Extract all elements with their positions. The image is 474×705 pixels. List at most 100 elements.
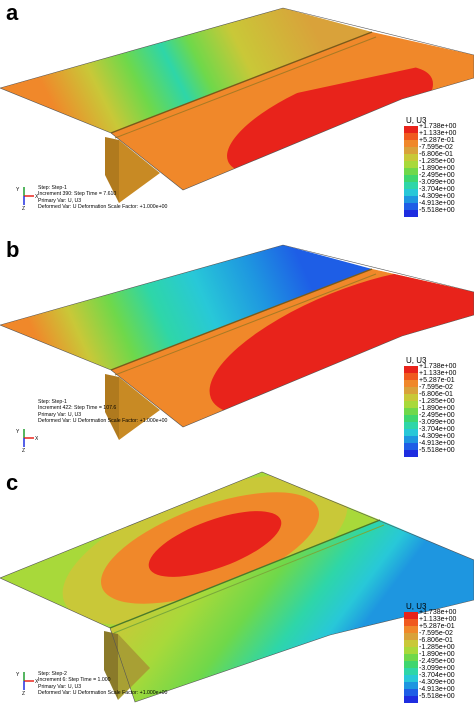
legend-value: -4.309e+00 — [419, 679, 455, 686]
legend-swatch — [404, 647, 418, 654]
legend-row: -3.099e+00 — [404, 179, 474, 189]
legend-value: -3.704e+00 — [419, 672, 455, 679]
legend-swatch — [404, 154, 418, 161]
legend-row: -1.285e+00 — [404, 158, 474, 168]
stiffener-web — [105, 137, 119, 203]
legend-swatch — [404, 415, 418, 422]
legend-swatch — [404, 633, 418, 640]
legend-row: -1.285e+00 — [404, 644, 474, 654]
legend-value: -1.285e+00 — [419, 644, 455, 651]
legend-row: -2.495e+00 — [404, 658, 474, 668]
axis-y-label: Y — [16, 429, 20, 435]
legend-value: -4.913e+00 — [419, 440, 455, 447]
legend-swatch — [404, 661, 418, 668]
increment-line: Increment 390: Step Time = 7.610 — [38, 191, 117, 198]
legend-value: -1.285e+00 — [419, 158, 455, 165]
legend-swatch — [404, 654, 418, 661]
max-displacement-region — [148, 511, 282, 577]
legend-value: -3.099e+00 — [419, 665, 455, 672]
legend-value: -5.518e+00 — [419, 447, 455, 454]
legend-row: +5.287e-01 — [404, 137, 474, 147]
legend-swatch — [404, 689, 418, 696]
legend-title: U, U3 — [406, 602, 427, 611]
legend-row: -1.890e+00 — [404, 651, 474, 661]
plate-left-half — [0, 8, 372, 133]
legend-value: -4.309e+00 — [419, 193, 455, 200]
legend-value: -1.890e+00 — [419, 651, 455, 658]
legend-swatch — [404, 175, 418, 182]
legend-row: -4.913e+00 — [404, 200, 474, 210]
legend-value: +1.738e+00 — [419, 609, 457, 616]
legend-row: +5.287e-01 — [404, 377, 474, 387]
legend-value: -6.806e-01 — [419, 391, 453, 398]
legend-row: -3.099e+00 — [404, 419, 474, 429]
legend-value: +1.738e+00 — [419, 123, 457, 130]
axis-y-label: Y — [16, 187, 20, 193]
legend-swatch — [404, 668, 418, 675]
primary-var-line: Primary Var: U, U3 — [38, 197, 82, 204]
legend-row: -6.806e-01 — [404, 391, 474, 401]
legend-row: -3.704e+00 — [404, 672, 474, 682]
legend-row: -1.890e+00 — [404, 165, 474, 175]
legend-row: -7.595e-02 — [404, 384, 474, 394]
legend-value: -3.704e+00 — [419, 426, 455, 433]
legend-value: +1.738e+00 — [419, 363, 457, 370]
legend-swatch — [404, 626, 418, 633]
legend-swatch — [404, 380, 418, 387]
legend-swatch — [404, 210, 418, 217]
legend-swatch — [404, 443, 418, 450]
legend-row: +1.133e+00 — [404, 130, 474, 140]
legend-value: -2.495e+00 — [419, 658, 455, 665]
legend-row: -5.518e+00 — [404, 207, 474, 217]
step-info: Step: Step-2 Increment 6: Step Time = 1.… — [38, 671, 167, 696]
plate-left-half — [0, 245, 372, 370]
legend-swatch — [404, 203, 418, 210]
legend-row: -2.495e+00 — [404, 412, 474, 422]
contour-plot-c — [0, 471, 474, 703]
max-displacement-region — [227, 65, 433, 175]
legend-swatch — [404, 422, 418, 429]
legend-swatch — [404, 612, 418, 619]
plate-right-half — [110, 520, 474, 702]
legend-body: +1.738e+00 +1.133e+00 +5.287e-01 -7.595e-02… — [404, 363, 474, 457]
axis-y-label: Y — [16, 672, 20, 678]
axis-x-label: X — [35, 194, 38, 200]
legend-value: -4.913e+00 — [419, 686, 455, 693]
stiffener-web — [104, 631, 118, 700]
axis-triad: Y X Z — [16, 185, 39, 216]
step-info: Step: Step-1 Increment 390: Step Time = … — [38, 185, 167, 210]
legend-row: -4.309e+00 — [404, 193, 474, 203]
legend-row: -6.806e-01 — [404, 637, 474, 647]
legend-row: +1.738e+00 — [404, 363, 474, 373]
step-line: Step: Step-2 — [38, 671, 67, 677]
axis-z-label: Z — [22, 448, 25, 453]
legend-row: -7.595e-02 — [404, 630, 474, 640]
contour-plot-b — [0, 244, 474, 440]
legend-swatch — [404, 147, 418, 154]
legend-row: +1.133e+00 — [404, 616, 474, 626]
legend-value: +1.133e+00 — [419, 616, 457, 623]
legend-value: -3.099e+00 — [419, 179, 455, 186]
legend-row: -1.890e+00 — [404, 405, 474, 415]
legend-row: -5.518e+00 — [404, 447, 474, 457]
legend-value: -1.890e+00 — [419, 405, 455, 412]
legend-swatch — [404, 196, 418, 203]
legend-swatch — [404, 675, 418, 682]
axis-triad: Y X Z — [16, 427, 39, 458]
legend-value: +5.287e-01 — [419, 137, 455, 144]
deformed-var-line: Deformed Var: U Deformation Scale Factor… — [38, 689, 168, 696]
legend-value: -7.595e-02 — [419, 384, 453, 391]
legend-row: -4.913e+00 — [404, 686, 474, 696]
step-line: Step: Step-1 — [38, 185, 67, 191]
axis-z-label: Z — [22, 691, 25, 696]
legend-swatch — [404, 366, 418, 373]
step-info: Step: Step-1 Increment 422: Step Time = … — [38, 399, 167, 424]
legend: U, U3 +1.738e+00 +1.133e+00 +5.287e-01 -7.5… — [404, 356, 474, 457]
legend-row: -7.595e-02 — [404, 144, 474, 154]
legend-title: U, U3 — [406, 356, 427, 365]
contour-plot-a — [0, 7, 474, 203]
stiffener-web — [105, 374, 119, 440]
legend-swatch — [404, 401, 418, 408]
legend-swatch — [404, 408, 418, 415]
legend-swatch — [404, 436, 418, 443]
